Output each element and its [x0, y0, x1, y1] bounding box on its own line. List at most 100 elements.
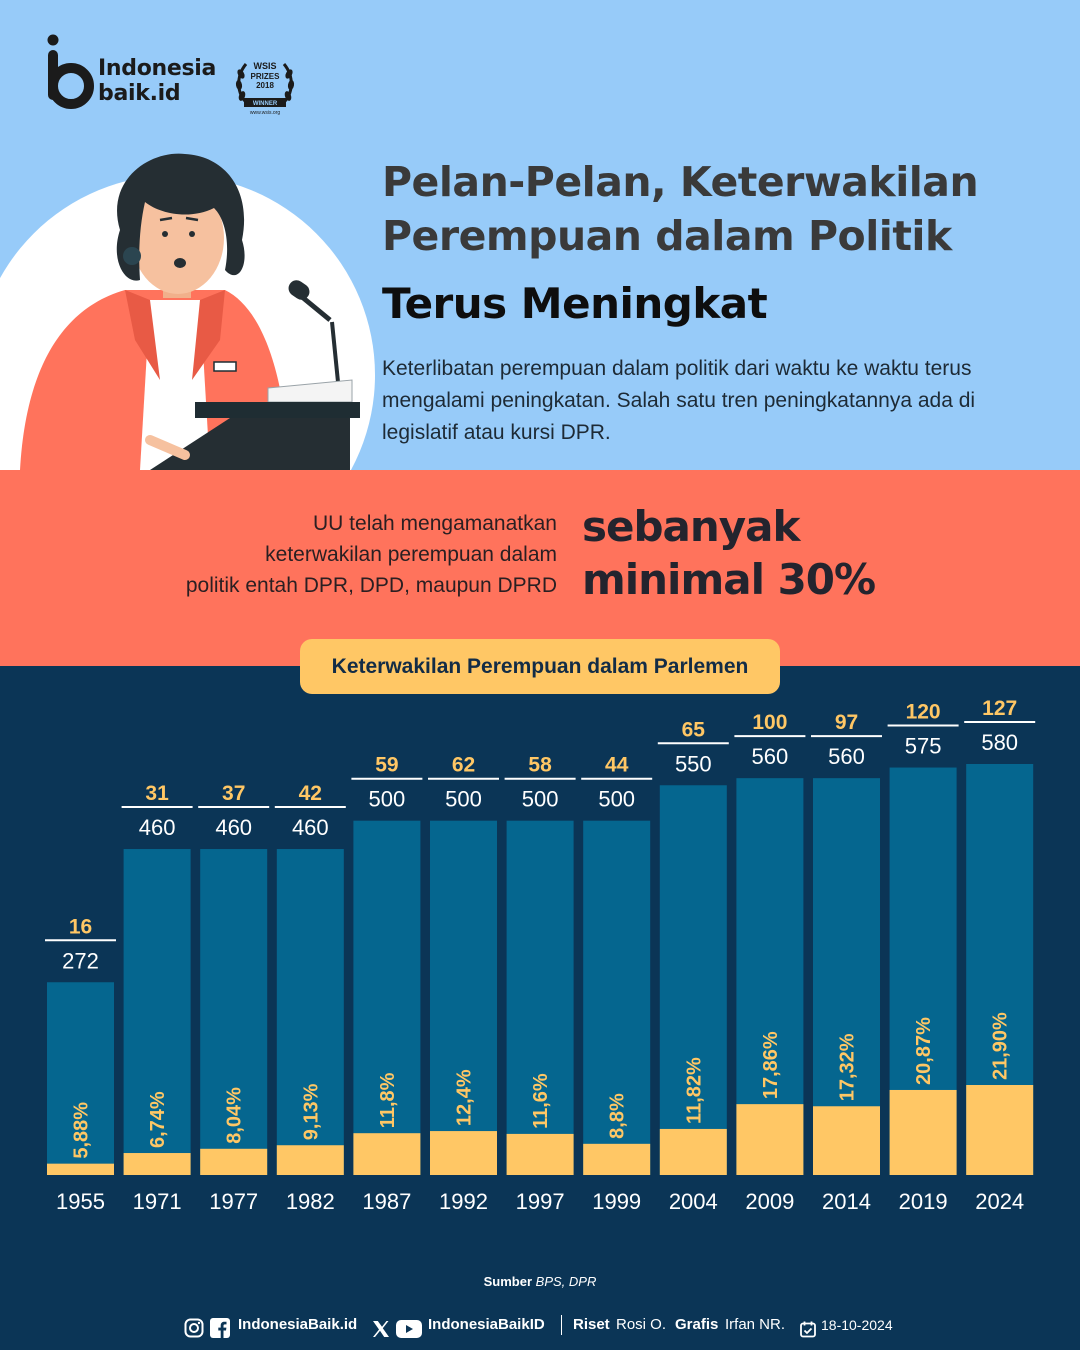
quota-line-2: keterwakilan perempuan dalam — [265, 543, 557, 566]
source-value: BPS, DPR — [535, 1274, 597, 1289]
header-section: Indonesia baik.id WSIS PRIZES 2018 WINNE… — [0, 0, 1080, 470]
women-seats-label-1955: 16 — [69, 915, 92, 938]
percent-label-2024: 21,90% — [990, 1012, 1012, 1080]
total-seats-label-1977: 460 — [215, 815, 252, 840]
footer-date: 18-10-2024 — [821, 1317, 893, 1333]
bar-total-1999 — [583, 820, 651, 1175]
women-seats-label-2014: 97 — [835, 711, 858, 734]
year-label-2019: 2019 — [899, 1189, 948, 1214]
footer-riset-label: Riset — [573, 1316, 610, 1333]
year-label-1971: 1971 — [133, 1189, 182, 1214]
footer-grafis-name: Irfan NR. — [725, 1316, 786, 1333]
quota-line-1: UU telah mengamanatkan — [313, 512, 557, 535]
year-label-2009: 2009 — [745, 1189, 794, 1214]
total-seats-label-1971: 460 — [139, 815, 176, 840]
women-seats-label-1999: 44 — [605, 754, 629, 777]
speaker-illustration — [0, 153, 375, 470]
x-icon[interactable] — [372, 1316, 390, 1342]
percent-label-1971: 6,74% — [147, 1091, 169, 1148]
total-seats-label-2004: 550 — [675, 751, 712, 776]
bar-women-1992 — [430, 1131, 497, 1175]
wsis-text-1: WSIS — [253, 61, 276, 71]
bar-women-1955 — [47, 1163, 114, 1175]
page-title-line-1: Pelan-Pelan, Keterwakilan — [382, 158, 979, 206]
bar-total-1955 — [47, 982, 114, 1175]
logo: Indonesia baik.id WSIS PRIZES 2018 WINNE… — [46, 34, 346, 116]
year-label-2014: 2014 — [822, 1189, 871, 1214]
bar-women-1971 — [123, 1153, 191, 1175]
women-seats-label-1982: 42 — [299, 782, 322, 805]
year-label-2024: 2024 — [975, 1189, 1024, 1214]
bar-women-1997 — [506, 1133, 574, 1175]
women-seats-label-2004: 65 — [682, 718, 706, 741]
percent-label-1955: 5,88% — [71, 1102, 93, 1159]
total-seats-label-1997: 500 — [522, 787, 559, 812]
footer-grafis-label: Grafis — [675, 1316, 719, 1333]
page-title-line-2: Perempuan dalam Politik — [382, 212, 952, 260]
bar-total-1977 — [200, 849, 268, 1175]
percent-label-1999: 8,8% — [607, 1093, 629, 1139]
percent-label-2014: 17,32% — [837, 1033, 859, 1101]
year-label-1997: 1997 — [516, 1189, 565, 1214]
women-seats-label-2024: 127 — [982, 697, 1017, 720]
year-label-1999: 1999 — [592, 1189, 641, 1214]
total-seats-label-1999: 500 — [598, 787, 635, 812]
women-seats-label-1971: 31 — [145, 782, 169, 805]
footer: IndonesiaBaik.id IndonesiaBaikID Riset R… — [0, 1312, 1080, 1338]
total-seats-label-1982: 460 — [292, 815, 329, 840]
total-seats-label-2024: 580 — [981, 730, 1018, 755]
bar-total-1992 — [430, 820, 497, 1175]
parliament-bar-chart: 272 16 5,88% 1955 460 31 6,74% 1971 460 37 8,04% 19… — [45, 697, 1036, 1214]
intro-paragraph: Keterlibatan perempuan dalam politik dar… — [382, 357, 976, 444]
percent-label-1977: 8,04% — [224, 1087, 246, 1144]
total-seats-label-1955: 272 — [62, 948, 99, 973]
bar-total-1982 — [276, 849, 344, 1175]
youtube-icon[interactable] — [396, 1316, 422, 1342]
chart-title: Keterwakilan Perempuan dalam Parlemen — [300, 639, 780, 694]
quota-band: UU telah mengamanatkan keterwakilan pere… — [0, 470, 1080, 666]
percent-label-1987: 11,8% — [377, 1072, 399, 1128]
wsis-text-2: PRIZES — [251, 72, 281, 81]
bar-women-1982 — [276, 1145, 344, 1175]
percent-label-1997: 11,6% — [530, 1073, 552, 1129]
footer-handle-2[interactable]: IndonesiaBaikID — [428, 1316, 545, 1333]
logo-line-2: baik.id — [98, 81, 181, 106]
bar-women-2004 — [659, 1128, 727, 1175]
women-seats-label-1987: 59 — [375, 754, 398, 777]
wsis-text-5: www.wsis.org — [250, 110, 281, 116]
quota-description: UU telah mengamanatkan keterwakilan pere… — [137, 508, 557, 601]
bar-women-2009 — [736, 1104, 804, 1175]
total-seats-label-1992: 500 — [445, 787, 482, 812]
bar-total-1971 — [123, 849, 191, 1175]
percent-label-1992: 12,4% — [454, 1069, 476, 1126]
bar-women-1987 — [353, 1133, 421, 1175]
total-seats-label-2014: 560 — [828, 744, 865, 769]
percent-label-2004: 11,82% — [683, 1057, 705, 1124]
source-note: Sumber BPS, DPR — [0, 1274, 1080, 1289]
women-seats-label-2019: 120 — [906, 701, 941, 724]
percent-label-2009: 17,86% — [760, 1031, 782, 1099]
quota-highlight-line-1: sebanyak — [582, 502, 800, 551]
bar-women-2024 — [966, 1085, 1034, 1175]
footer-divider — [561, 1315, 562, 1335]
percent-label-2019: 20,87% — [913, 1017, 935, 1085]
bar-total-1987 — [353, 820, 421, 1175]
year-label-1992: 1992 — [439, 1189, 488, 1214]
total-seats-label-2019: 575 — [905, 734, 942, 759]
facebook-icon[interactable] — [210, 1315, 230, 1341]
wsis-award-badge: WSIS PRIZES 2018 WINNER www.wsis.org — [235, 61, 295, 116]
bar-women-1977 — [200, 1148, 268, 1175]
source-label: Sumber — [483, 1274, 533, 1289]
year-label-1987: 1987 — [362, 1189, 411, 1214]
women-seats-label-1997: 58 — [528, 754, 552, 777]
bar-total-2004 — [659, 785, 727, 1175]
logo-line-1: Indonesia — [98, 56, 217, 81]
bar-women-2014 — [813, 1106, 880, 1175]
quota-highlight-line-2: minimal 30% — [582, 555, 876, 604]
logo-mark-icon — [47, 34, 94, 109]
women-seats-label-2009: 100 — [752, 711, 787, 734]
women-seats-label-1992: 62 — [452, 754, 475, 777]
instagram-icon[interactable] — [184, 1315, 204, 1341]
footer-handle-1[interactable]: IndonesiaBaik.id — [238, 1316, 358, 1333]
wsis-text-4: WINNER — [253, 101, 278, 107]
